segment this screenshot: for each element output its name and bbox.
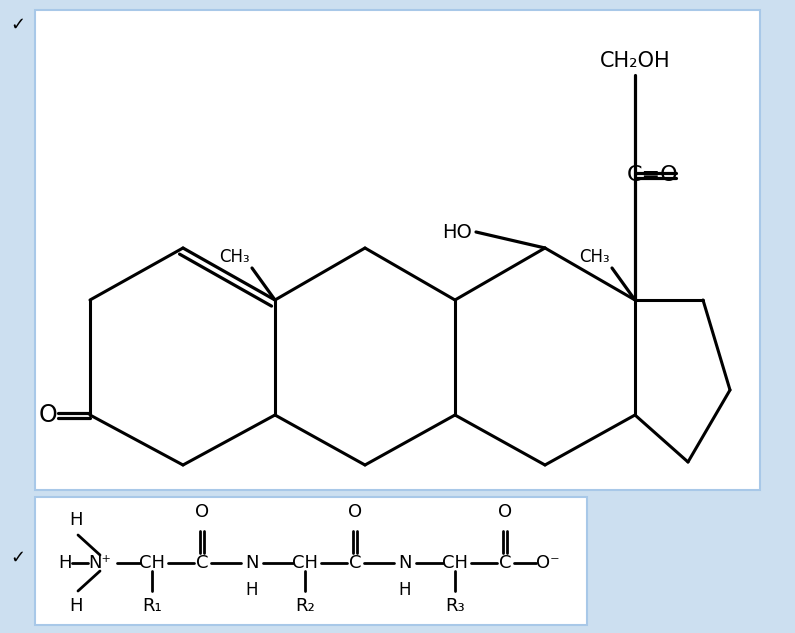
Text: R₃: R₃	[445, 597, 465, 615]
Text: CH₃: CH₃	[219, 248, 250, 266]
Text: H: H	[246, 581, 258, 599]
Text: CH: CH	[292, 554, 318, 572]
Text: O: O	[195, 503, 209, 521]
Text: CH: CH	[442, 554, 468, 572]
FancyBboxPatch shape	[35, 10, 760, 490]
Text: C: C	[196, 554, 208, 572]
Text: R₁: R₁	[142, 597, 162, 615]
Text: ✓: ✓	[10, 16, 25, 34]
Text: C=O: C=O	[627, 165, 679, 185]
Text: O⁻: O⁻	[536, 554, 560, 572]
Text: H: H	[69, 597, 83, 615]
Text: O: O	[39, 403, 57, 427]
Text: N: N	[398, 554, 412, 572]
Text: R₂: R₂	[295, 597, 315, 615]
FancyBboxPatch shape	[35, 497, 587, 625]
Text: C: C	[498, 554, 511, 572]
Text: H: H	[58, 554, 72, 572]
Text: O: O	[498, 503, 512, 521]
Text: O: O	[348, 503, 362, 521]
Text: CH₂OH: CH₂OH	[599, 51, 670, 71]
Text: HO: HO	[442, 223, 472, 242]
Text: ✓: ✓	[10, 549, 25, 567]
Text: CH: CH	[139, 554, 165, 572]
Text: H: H	[69, 511, 83, 529]
Text: CH₃: CH₃	[580, 248, 610, 266]
Text: H: H	[399, 581, 411, 599]
Text: C: C	[349, 554, 361, 572]
Text: N⁺: N⁺	[88, 554, 111, 572]
Text: N: N	[245, 554, 258, 572]
